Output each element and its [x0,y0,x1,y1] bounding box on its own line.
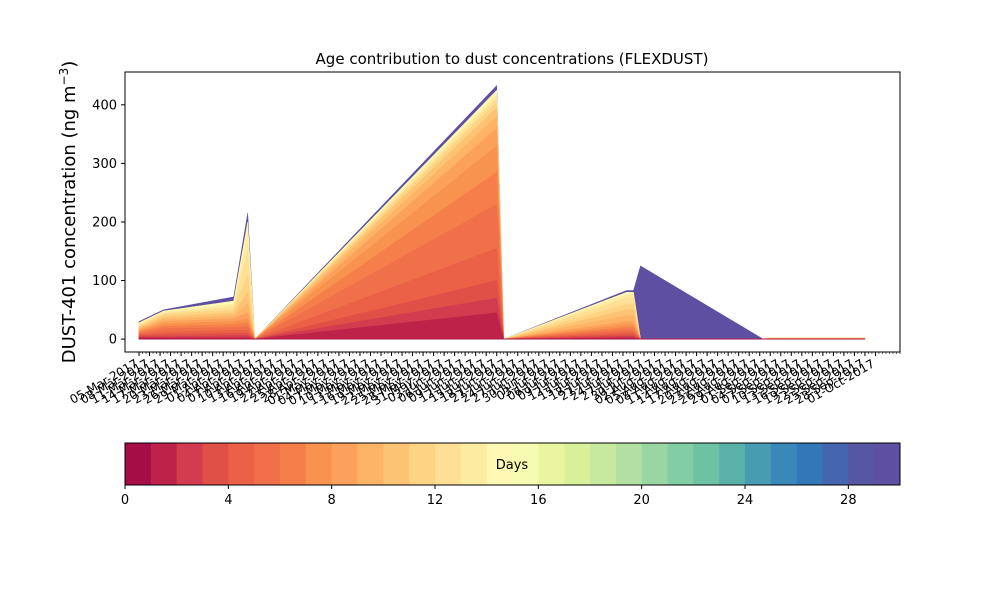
colorbar-segment [254,443,281,485]
colorbar [125,443,901,485]
y-tick-label: 100 [92,274,117,289]
colorbar-segment [874,443,901,485]
colorbar-tick-label: 28 [840,493,857,508]
colorbar-segment [719,443,746,485]
colorbar-label: Days [496,458,529,473]
colorbar-segment [331,443,358,485]
colorbar-segment [176,443,203,485]
y-axis-label-close: ) [59,61,80,68]
colorbar-segment [383,443,410,485]
colorbar-segment [667,443,694,485]
colorbar-segment [848,443,875,485]
colorbar-segment [538,443,565,485]
colorbar-segment [796,443,823,485]
colorbar-segment [150,443,178,485]
colorbar-segment [512,443,539,485]
colorbar-frame [124,442,901,486]
y-axis-label: DUST-401 concentration (ng m−3) [57,61,80,364]
y-tick-label: 0 [109,333,117,348]
colorbar-tick-label: 12 [427,493,444,508]
colorbar-segment [770,443,798,485]
colorbar-segment [228,443,255,485]
colorbar-segment [641,443,668,485]
colorbar-segment [305,443,333,485]
y-axis-ticks: 0 100 200 300 400 [92,98,125,348]
colorbar-tick-label: 24 [737,493,754,508]
colorbar-tick-label: 4 [224,493,232,508]
y-axis-label-superscript: −3 [57,68,71,86]
colorbar-tick-label: 8 [328,493,336,508]
colorbar-segment [822,443,849,485]
colorbar-segment [564,443,591,485]
colorbar-segment [435,443,462,485]
colorbar-segment [486,443,513,485]
y-axis-label-text: DUST-401 concentration (ng m [59,85,80,363]
colorbar-segment [357,443,384,485]
colorbar-tick-label: 20 [633,493,650,508]
chart-title: Age contribution to dust concentrations … [316,50,709,68]
colorbar-segment [280,443,307,485]
colorbar-segment [745,443,772,485]
y-tick-label: 300 [92,157,117,172]
colorbar-segment [125,443,152,485]
colorbar-segment [202,443,229,485]
plot-frame [124,71,901,353]
x-axis-ticks: 05-Mar-201708-Mar-201711-Mar-201714-Mar-… [67,352,901,408]
colorbar-tick-label: 16 [530,493,547,508]
y-tick-label: 200 [92,215,117,230]
colorbar-segment [590,443,617,485]
colorbar-ticks: 0 4 8 12 16 20 24 28 [121,485,857,508]
colorbar-segment [693,443,720,485]
y-tick-label: 400 [92,98,117,113]
colorbar-segment [409,443,436,485]
colorbar-tick-label: 0 [121,493,129,508]
colorbar-segment [615,443,643,485]
plot-area [138,84,866,340]
colorbar-segment [460,443,488,485]
